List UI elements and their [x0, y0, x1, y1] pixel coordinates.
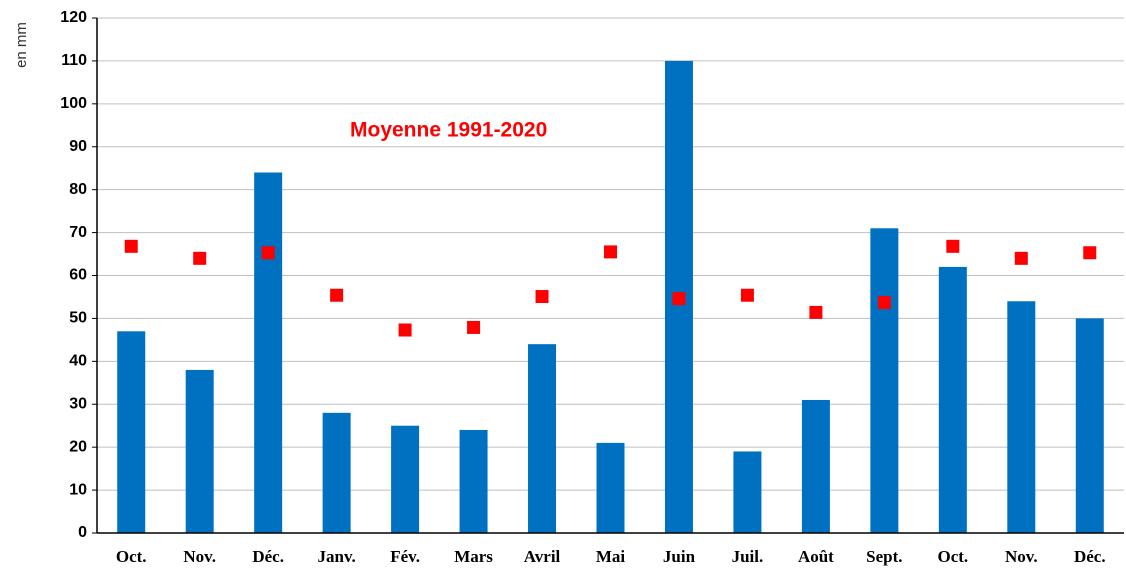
y-axis-label: en mm [13, 22, 30, 68]
bar [1007, 301, 1036, 533]
x-tick-label: Oct. [937, 547, 968, 566]
y-tick-label: 90 [69, 138, 87, 155]
marker [1014, 251, 1028, 265]
bar [938, 266, 967, 533]
marker [535, 290, 549, 304]
bar [733, 451, 762, 533]
bar [801, 399, 830, 533]
bar [185, 369, 214, 533]
y-tick-label: 0 [78, 524, 87, 541]
bar [870, 228, 899, 533]
x-tick-label: Fév. [390, 547, 420, 566]
y-tick-label: 40 [69, 353, 87, 370]
bar [596, 442, 625, 533]
x-tick-label: Juin [663, 547, 696, 566]
marker [261, 246, 275, 260]
x-tick-label: Nov. [183, 547, 216, 566]
bar [254, 172, 283, 533]
x-tick-label: Janv. [317, 547, 355, 566]
bar [391, 425, 420, 533]
marker [809, 305, 823, 319]
marker [330, 288, 344, 302]
x-tick-label: Août [798, 547, 834, 566]
y-tick-label: 30 [69, 395, 87, 412]
marker [193, 251, 207, 265]
bar [117, 331, 146, 533]
y-tick-label: 120 [60, 9, 87, 26]
marker [604, 245, 617, 259]
bar [459, 430, 488, 533]
marker [946, 239, 960, 253]
x-tick-label: Juil. [732, 547, 764, 566]
bar [322, 412, 351, 533]
marker [467, 320, 481, 334]
x-tick-label: Oct. [116, 547, 147, 566]
y-tick-label: 100 [60, 95, 87, 112]
marker [398, 323, 412, 337]
y-tick-label: 70 [69, 224, 87, 241]
marker [877, 296, 891, 310]
x-tick-label: Nov. [1005, 547, 1038, 566]
x-tick-label: Déc. [1074, 547, 1106, 566]
y-tick-label: 80 [69, 181, 87, 198]
y-tick-label: 60 [69, 267, 87, 284]
x-tick-label: Mars [454, 547, 493, 566]
marker [124, 239, 138, 253]
y-tick-label: 10 [69, 481, 87, 498]
x-tick-label: Sept. [866, 547, 902, 566]
x-tick-label: Avril [524, 547, 561, 566]
series-annotation: Moyenne 1991-2020 [350, 119, 547, 142]
y-tick-label: 20 [69, 438, 87, 455]
marker [672, 292, 686, 306]
bar [528, 344, 557, 533]
marker [740, 288, 754, 302]
y-tick-label: 50 [69, 310, 87, 327]
y-tick-label: 110 [61, 52, 87, 69]
bar [1075, 318, 1104, 533]
x-tick-label: Déc. [252, 547, 284, 566]
x-tick-label: Mai [596, 547, 626, 566]
marker [1083, 246, 1097, 260]
